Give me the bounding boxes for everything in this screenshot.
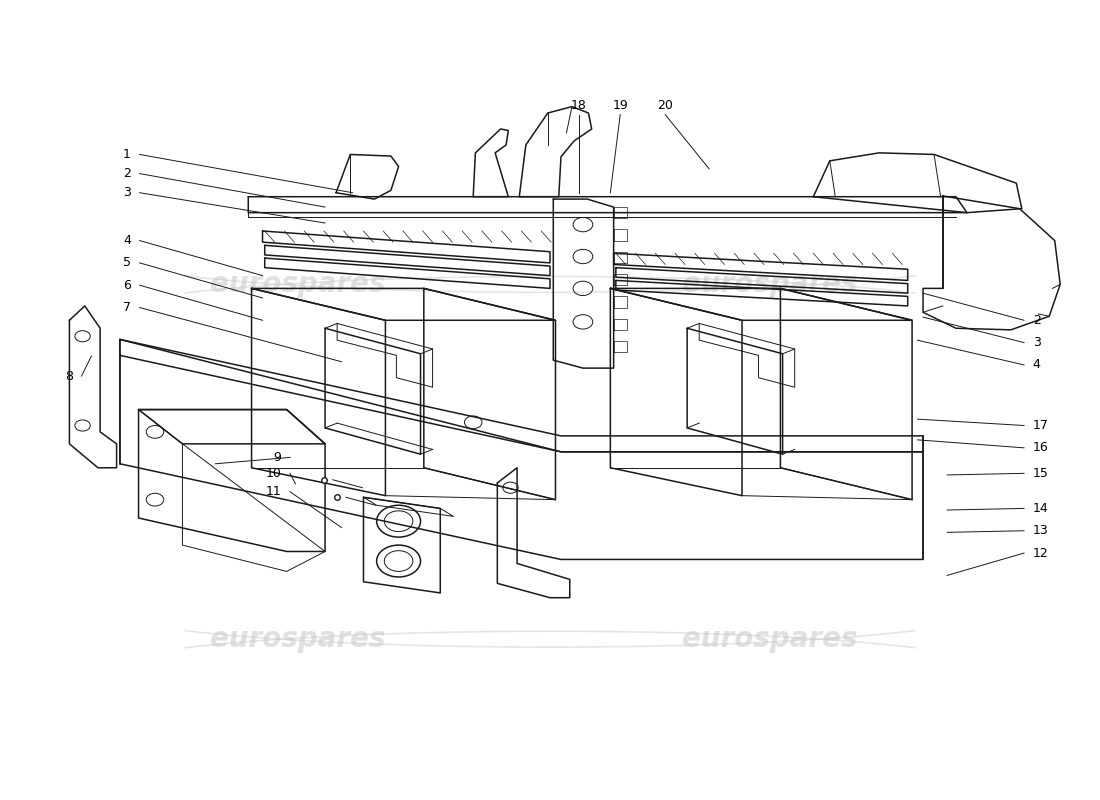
Text: eurospares: eurospares [682, 270, 857, 298]
Text: 4: 4 [123, 234, 131, 247]
Text: 1: 1 [123, 148, 131, 161]
Text: eurospares: eurospares [682, 625, 857, 653]
Text: 17: 17 [1033, 419, 1048, 432]
Text: 9: 9 [273, 451, 282, 464]
Text: 18: 18 [571, 98, 586, 111]
Text: 8: 8 [65, 370, 73, 382]
Text: 20: 20 [658, 98, 673, 111]
Text: 10: 10 [265, 467, 282, 480]
Text: 12: 12 [1033, 546, 1048, 559]
Text: 4: 4 [1033, 358, 1041, 371]
Text: 7: 7 [123, 301, 131, 314]
Text: eurospares: eurospares [210, 625, 385, 653]
Text: 15: 15 [1033, 467, 1048, 480]
Text: 11: 11 [265, 485, 282, 498]
Text: 3: 3 [123, 186, 131, 199]
Text: 19: 19 [613, 98, 628, 111]
Text: 3: 3 [1033, 336, 1041, 349]
Text: 13: 13 [1033, 524, 1048, 538]
Text: 2: 2 [123, 167, 131, 180]
Text: 5: 5 [123, 256, 131, 270]
Text: eurospares: eurospares [210, 270, 385, 298]
Text: 2: 2 [1033, 314, 1041, 326]
Text: 6: 6 [123, 278, 131, 292]
Text: 14: 14 [1033, 502, 1048, 515]
Text: 16: 16 [1033, 442, 1048, 454]
